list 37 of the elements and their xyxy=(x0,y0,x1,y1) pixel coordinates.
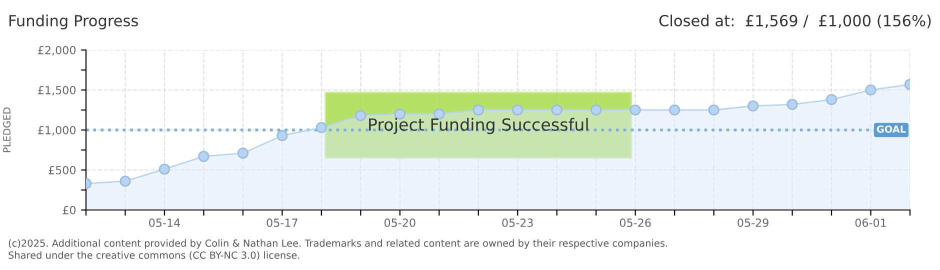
point xyxy=(198,150,210,162)
point xyxy=(551,104,562,116)
point xyxy=(826,94,838,106)
point xyxy=(316,122,327,134)
point xyxy=(590,104,602,116)
point xyxy=(708,104,720,116)
y-tick-label: £2,000 xyxy=(38,46,76,56)
chart-subtitle: Closed at: £1,569 / £1,000 (156%) xyxy=(659,14,931,28)
x-tick-label: 05-23 xyxy=(502,218,533,227)
x-tick-label: 05-20 xyxy=(384,218,416,227)
y-tick-label: £0 xyxy=(62,206,76,214)
point xyxy=(747,100,759,112)
x-tick-label: 05-29 xyxy=(738,218,768,227)
point xyxy=(276,130,288,142)
point xyxy=(237,148,249,159)
x-tick-label: 05-26 xyxy=(620,218,651,227)
y-tick-label: £1,000 xyxy=(38,126,76,136)
y-tick-label: £500 xyxy=(48,166,76,174)
ref-line-label: GOAL xyxy=(876,125,906,133)
point xyxy=(512,104,524,116)
point xyxy=(786,98,798,110)
point xyxy=(158,164,170,175)
point xyxy=(355,110,366,122)
x-tick-label: 06-01 xyxy=(855,218,886,227)
point xyxy=(630,104,641,116)
text: (c)2025. Additional content provided by Colin & Nathan Lee. Trademarks and related content are owned by their respective companies. xyxy=(8,239,668,249)
y-axis-title: PLEDGED xyxy=(3,108,11,152)
y-tick-label: £1,500 xyxy=(38,86,76,96)
chart-title: Funding Progress xyxy=(10,14,138,30)
text: Shared under the creative commons (CC BY-NC 3.0) license. xyxy=(8,251,300,260)
point xyxy=(865,84,876,96)
annotation: Project Funding Successful xyxy=(369,118,588,134)
point xyxy=(472,104,484,116)
x-tick-label: 05-17 xyxy=(266,218,298,227)
x-tick-label: 05-14 xyxy=(149,218,180,227)
point xyxy=(120,176,131,187)
point xyxy=(669,104,680,116)
